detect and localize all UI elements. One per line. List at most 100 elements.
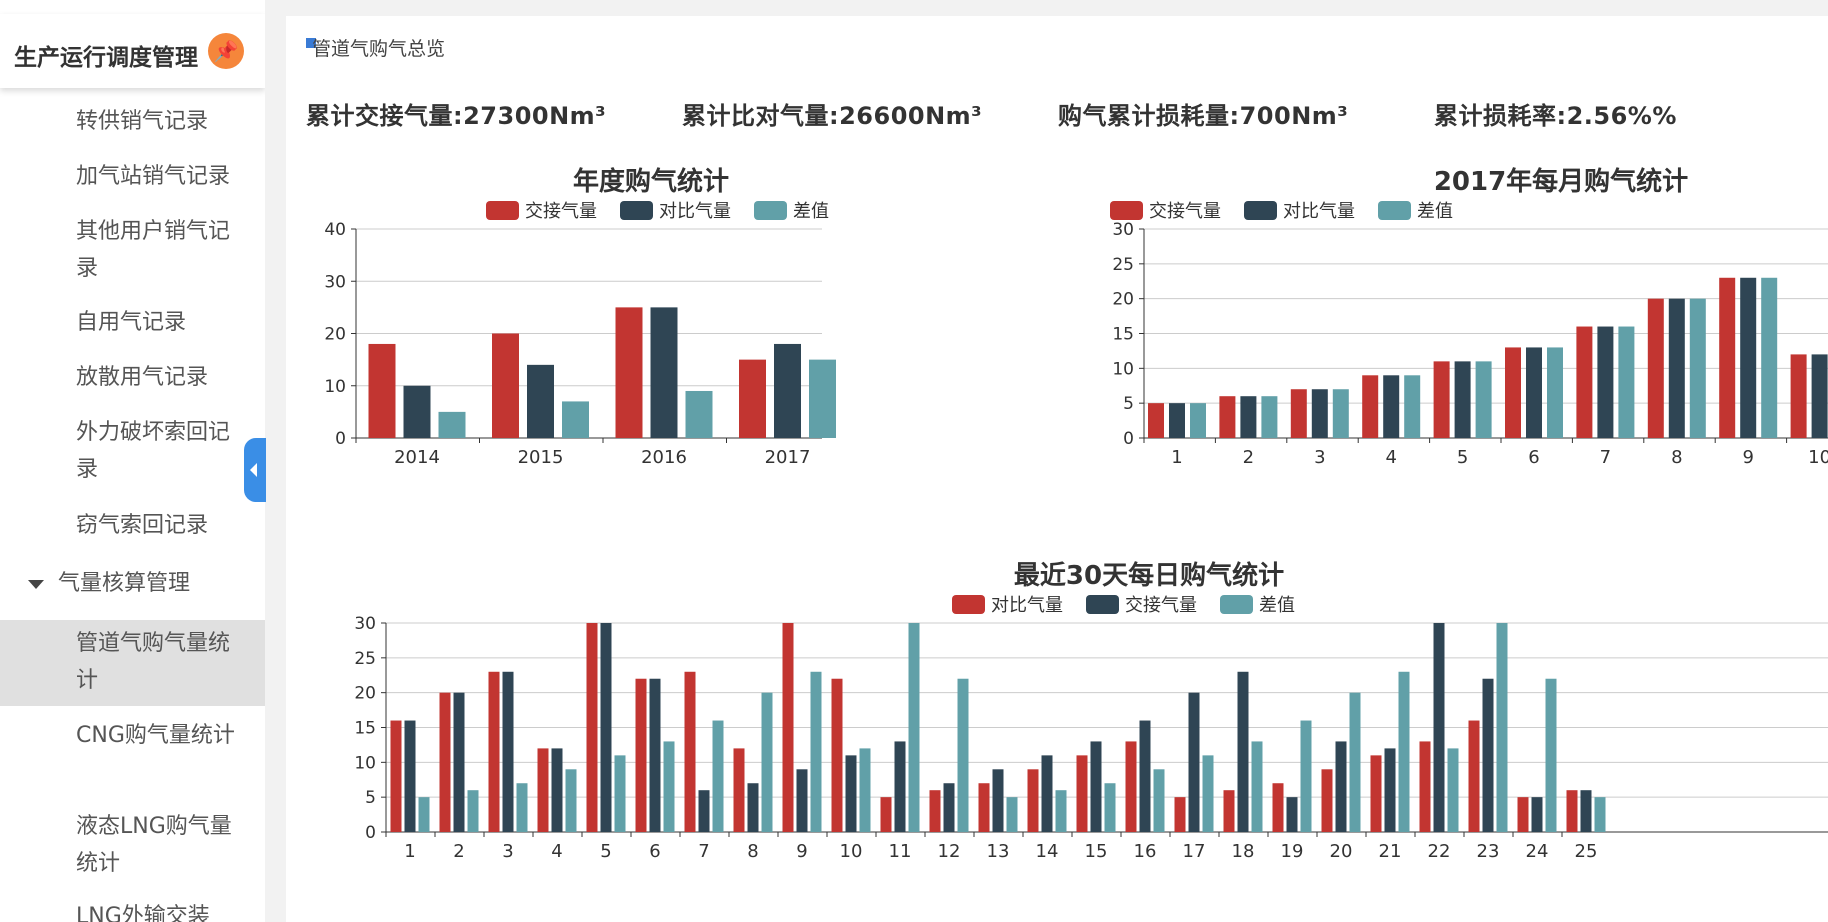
bar[interactable]: [908, 623, 920, 832]
bar[interactable]: [1041, 755, 1053, 832]
bar[interactable]: [1286, 797, 1298, 832]
sidebar-item-lng-transport[interactable]: LNG外输交装: [0, 898, 265, 922]
bar[interactable]: [1618, 326, 1635, 438]
bar[interactable]: [1419, 741, 1431, 832]
bar[interactable]: [845, 755, 857, 832]
bar[interactable]: [796, 769, 808, 832]
bar[interactable]: [537, 748, 549, 832]
bar[interactable]: [1237, 671, 1249, 832]
bar[interactable]: [1761, 277, 1778, 438]
bar[interactable]: [600, 623, 612, 832]
bar[interactable]: [1545, 678, 1557, 832]
bar[interactable]: [1139, 720, 1151, 832]
bar[interactable]: [685, 390, 713, 438]
bar[interactable]: [747, 783, 759, 832]
bar[interactable]: [527, 364, 554, 438]
bar[interactable]: [1517, 797, 1529, 832]
bar[interactable]: [810, 671, 822, 832]
sidebar-group-gas-accounting[interactable]: 气量核算管理: [0, 566, 265, 602]
bar[interactable]: [782, 623, 794, 832]
legend-label[interactable]: 差值: [1417, 201, 1453, 222]
bar[interactable]: [1719, 277, 1736, 438]
bar[interactable]: [453, 692, 465, 832]
bar[interactable]: [1202, 755, 1214, 832]
sidebar-item-theft-recovery[interactable]: 窃气索回记录: [0, 507, 265, 544]
bar[interactable]: [684, 671, 696, 832]
bar[interactable]: [1496, 623, 1508, 832]
bar[interactable]: [1790, 354, 1807, 438]
legend-label[interactable]: 对比气量: [659, 201, 731, 222]
bar[interactable]: [1505, 347, 1521, 438]
bar[interactable]: [418, 797, 430, 832]
sidebar-item-transfer-sales[interactable]: 转供销气记录: [0, 103, 265, 140]
bar[interactable]: [1475, 361, 1492, 438]
bar[interactable]: [880, 797, 892, 832]
bar[interactable]: [1311, 389, 1328, 438]
bar[interactable]: [551, 748, 563, 832]
bar[interactable]: [978, 783, 990, 832]
sidebar-item-venting[interactable]: 放散用气记录: [0, 359, 265, 396]
bar[interactable]: [1174, 797, 1186, 832]
bar[interactable]: [992, 769, 1004, 832]
bar[interactable]: [1188, 692, 1200, 832]
bar[interactable]: [1104, 783, 1116, 832]
bar[interactable]: [1090, 741, 1102, 832]
sidebar-collapse-button[interactable]: [244, 438, 266, 502]
bar[interactable]: [859, 748, 871, 832]
bar[interactable]: [1219, 396, 1236, 438]
bar[interactable]: [1433, 361, 1450, 438]
bar[interactable]: [390, 720, 402, 832]
legend-label[interactable]: 交接气量: [525, 201, 597, 222]
bar[interactable]: [1272, 783, 1284, 832]
legend-swatch[interactable]: [952, 595, 985, 614]
bar[interactable]: [615, 307, 643, 438]
bar[interactable]: [492, 333, 519, 439]
bar[interactable]: [439, 692, 451, 832]
legend-label[interactable]: 差值: [1259, 595, 1295, 616]
bar[interactable]: [1398, 671, 1410, 832]
bar[interactable]: [1362, 375, 1379, 438]
bar[interactable]: [1125, 741, 1137, 832]
bar[interactable]: [1647, 298, 1664, 438]
sidebar-item-other-user-sales[interactable]: 其他用户销气记录: [0, 213, 265, 287]
bar[interactable]: [1332, 389, 1349, 438]
sidebar-item-self-use[interactable]: 自用气记录: [0, 304, 265, 341]
bar[interactable]: [809, 359, 836, 438]
sidebar-item-damage-recovery[interactable]: 外力破坏索回记录: [0, 414, 265, 488]
bar[interactable]: [1027, 769, 1039, 832]
bar[interactable]: [739, 359, 766, 438]
bar[interactable]: [1055, 790, 1067, 832]
legend-swatch[interactable]: [1086, 595, 1119, 614]
bar[interactable]: [502, 671, 514, 832]
bar[interactable]: [1335, 741, 1347, 832]
bar[interactable]: [614, 755, 626, 832]
sidebar-item-pipeline-gas-stats[interactable]: 管道气购气量统计: [0, 620, 265, 706]
bar[interactable]: [1240, 396, 1257, 438]
legend-swatch[interactable]: [754, 201, 787, 220]
bar[interactable]: [1251, 741, 1263, 832]
legend-swatch[interactable]: [1110, 201, 1143, 220]
bar[interactable]: [1190, 403, 1206, 438]
bar[interactable]: [943, 783, 955, 832]
bar[interactable]: [562, 401, 589, 438]
bar[interactable]: [1349, 692, 1361, 832]
bar[interactable]: [698, 790, 710, 832]
bar[interactable]: [1223, 790, 1235, 832]
bar[interactable]: [565, 769, 577, 832]
bar[interactable]: [1447, 748, 1459, 832]
bar[interactable]: [1531, 797, 1543, 832]
bar[interactable]: [1261, 396, 1278, 438]
bar[interactable]: [733, 748, 745, 832]
legend-label[interactable]: 对比气量: [991, 595, 1063, 616]
bar[interactable]: [516, 783, 528, 832]
bar[interactable]: [831, 678, 843, 832]
bar[interactable]: [1597, 326, 1614, 438]
sidebar-item-station-sales[interactable]: 加气站销气记录: [0, 158, 265, 195]
sidebar-item-cng-stats[interactable]: CNG购气量统计: [0, 717, 265, 754]
bar[interactable]: [1384, 748, 1396, 832]
bar[interactable]: [1433, 623, 1445, 832]
bar[interactable]: [368, 343, 396, 438]
bar[interactable]: [929, 790, 941, 832]
bar[interactable]: [1404, 375, 1421, 438]
bar[interactable]: [1740, 277, 1757, 438]
